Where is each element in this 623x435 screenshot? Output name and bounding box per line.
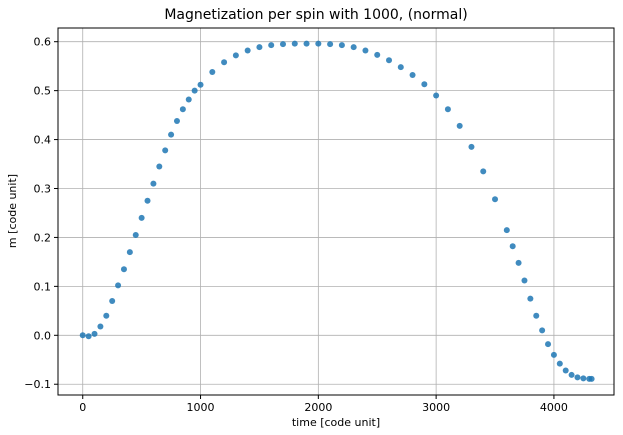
data-point xyxy=(350,44,357,51)
data-point xyxy=(91,330,98,337)
x-tick-label: 3000 xyxy=(422,401,450,414)
data-point xyxy=(568,371,575,378)
data-point xyxy=(550,351,557,358)
y-tick-label: −0.1 xyxy=(24,378,51,391)
y-tick-label: 0.3 xyxy=(34,183,52,196)
data-point xyxy=(362,47,369,54)
data-point xyxy=(221,59,228,66)
data-point xyxy=(303,40,310,47)
data-point xyxy=(539,327,546,334)
data-point xyxy=(179,106,186,113)
data-point xyxy=(374,51,381,58)
data-point xyxy=(173,117,180,124)
x-tick-label: 0 xyxy=(79,401,86,414)
data-point xyxy=(156,163,163,170)
x-axis-label: time [code unit] xyxy=(292,416,380,429)
plot-area-frame xyxy=(57,27,615,396)
data-point xyxy=(191,87,198,94)
data-point xyxy=(197,81,204,88)
data-point xyxy=(256,44,263,51)
data-point xyxy=(556,360,563,367)
data-point xyxy=(185,96,192,103)
y-tick-label: 0.0 xyxy=(34,329,52,342)
data-point xyxy=(291,40,298,47)
data-point xyxy=(509,243,516,250)
x-tick-label: 1000 xyxy=(187,401,215,414)
data-point xyxy=(527,295,534,302)
data-point xyxy=(315,40,322,47)
data-point xyxy=(327,41,334,48)
data-point xyxy=(244,47,251,54)
data-point xyxy=(120,266,127,273)
data-point xyxy=(545,341,552,348)
data-point xyxy=(433,92,440,99)
data-point xyxy=(138,214,145,221)
data-point xyxy=(162,147,169,154)
y-tick-label: 0.6 xyxy=(34,36,52,49)
data-point xyxy=(503,227,510,234)
data-point xyxy=(574,374,581,381)
data-point xyxy=(562,367,569,374)
data-point xyxy=(268,42,275,49)
data-point xyxy=(492,196,499,203)
data-point xyxy=(150,180,157,187)
data-point xyxy=(338,42,345,49)
data-point xyxy=(85,333,92,340)
data-point xyxy=(456,122,463,129)
data-point xyxy=(144,197,151,204)
data-point xyxy=(444,106,451,113)
data-point xyxy=(580,375,587,382)
data-point xyxy=(533,312,540,319)
data-point xyxy=(126,249,133,256)
y-axis-label: m [code unit] xyxy=(6,174,19,248)
y-tick-label: 0.2 xyxy=(34,231,52,244)
data-point xyxy=(97,323,104,330)
data-point xyxy=(521,277,528,284)
data-point xyxy=(232,52,239,59)
data-points xyxy=(79,40,595,382)
data-point xyxy=(115,282,122,289)
data-point xyxy=(386,57,393,64)
data-point xyxy=(588,375,595,382)
y-tick-label: 0.4 xyxy=(34,134,52,147)
y-tick-label: 0.5 xyxy=(34,85,52,98)
y-tick-label: 0.1 xyxy=(34,280,52,293)
grid-lines xyxy=(58,28,614,395)
data-point xyxy=(397,64,404,71)
chart-title: Magnetization per spin with 1000, (norma… xyxy=(164,7,467,23)
data-point xyxy=(409,71,416,78)
data-point xyxy=(279,41,286,48)
x-tick-label: 2000 xyxy=(304,401,332,414)
data-point xyxy=(109,298,116,305)
data-point xyxy=(421,81,428,88)
x-tick-label: 4000 xyxy=(540,401,568,414)
data-point xyxy=(132,231,139,238)
data-point xyxy=(79,332,86,339)
data-point xyxy=(103,312,110,319)
data-point xyxy=(515,259,522,266)
data-point xyxy=(480,168,487,175)
axis-ticks: 0 1000 2000 3000 4000 −0.1 0.0 0.1 0.2 0.3 0.4 0.5 0… xyxy=(24,36,568,414)
data-point xyxy=(168,131,175,138)
data-point xyxy=(209,69,216,76)
data-point xyxy=(468,143,475,150)
